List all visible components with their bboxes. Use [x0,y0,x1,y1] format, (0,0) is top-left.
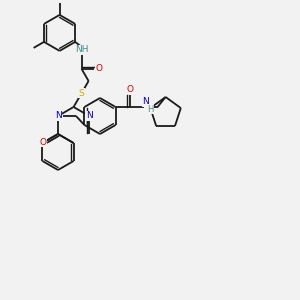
Text: S: S [79,88,85,98]
Text: O: O [40,138,47,147]
Text: O: O [95,64,102,74]
Text: NH: NH [75,45,88,54]
Text: H: H [147,104,154,113]
Text: N: N [142,98,149,106]
Text: N: N [86,112,93,121]
Text: O: O [126,85,133,94]
Text: N: N [55,112,62,121]
